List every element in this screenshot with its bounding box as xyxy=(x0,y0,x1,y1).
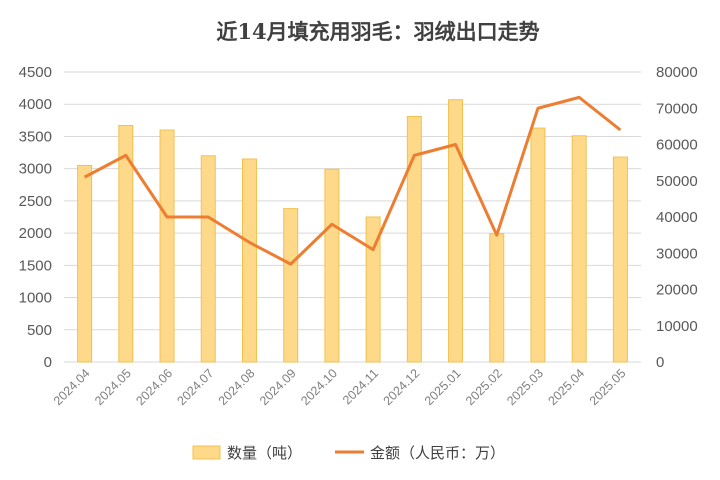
bar xyxy=(571,135,587,363)
bar xyxy=(612,156,628,363)
y-left-tick-label: 500 xyxy=(27,322,52,339)
x-tick-label: 2024.08 xyxy=(216,366,258,408)
x-tick-label: 2024.04 xyxy=(51,366,93,408)
bar xyxy=(406,115,422,363)
y-right-tick-label: 10000 xyxy=(656,318,698,335)
bar xyxy=(283,208,299,363)
legend-label-amount: 金额（人民币：万） xyxy=(370,444,505,462)
x-tick-label: 2025.03 xyxy=(504,366,546,408)
x-tick-label: 2025.04 xyxy=(545,366,587,408)
x-axis: 2024.04 2024.05 2024.06 2024.07 2024.08 2024.… xyxy=(51,366,629,408)
bar xyxy=(530,127,546,363)
bar xyxy=(159,129,175,363)
y-right-tick-label: 30000 xyxy=(656,245,698,262)
y-left-tick-label: 2000 xyxy=(19,225,52,242)
y-left-tick-label: 0 xyxy=(44,354,52,371)
y-right-tick-label: 50000 xyxy=(656,173,698,190)
legend-label-quantity: 数量（吨） xyxy=(227,444,302,462)
y-left-tick-label: 1000 xyxy=(19,290,52,307)
bar xyxy=(324,168,340,363)
y-axis-left: 0 500 1000 1500 2000 2500 3000 3500 4000 4500 xyxy=(19,64,52,371)
bar xyxy=(118,124,134,363)
y-left-tick-label: 2500 xyxy=(19,193,52,210)
x-tick-label: 2025.05 xyxy=(587,366,629,408)
y-left-tick-label: 3000 xyxy=(19,161,52,178)
bar xyxy=(241,158,257,363)
legend: 数量（吨） 金额（人民币：万） xyxy=(192,444,505,462)
y-right-tick-label: 20000 xyxy=(656,282,698,299)
y-left-tick-label: 4500 xyxy=(19,64,52,81)
bar-series xyxy=(77,99,628,363)
bar xyxy=(489,233,505,363)
bar xyxy=(200,155,216,363)
x-tick-label: 2024.11 xyxy=(340,366,381,407)
y-right-tick-label: 0 xyxy=(656,354,664,371)
y-right-tick-label: 80000 xyxy=(656,64,698,81)
gridlines xyxy=(64,71,641,363)
line-series xyxy=(83,95,622,266)
bar xyxy=(448,99,464,363)
bar xyxy=(77,164,93,363)
x-tick-label: 2024.05 xyxy=(92,366,134,408)
y-left-tick-label: 3500 xyxy=(19,128,52,145)
x-tick-label: 2025.01 xyxy=(422,366,464,408)
amount-line xyxy=(83,95,622,266)
chart-title: 近14月填充用羽毛：羽绒出口走势 xyxy=(216,19,539,44)
x-tick-label: 2024.12 xyxy=(381,366,423,408)
bar xyxy=(365,216,381,363)
x-tick-label: 2024.07 xyxy=(175,366,217,408)
y-left-tick-label: 1500 xyxy=(19,257,52,274)
y-left-tick-label: 4000 xyxy=(19,96,52,113)
x-tick-label: 2024.06 xyxy=(133,366,175,408)
legend-bar-swatch xyxy=(192,445,221,460)
y-right-tick-label: 40000 xyxy=(656,209,698,226)
x-tick-label: 2024.09 xyxy=(257,366,299,408)
x-tick-label: 2025.02 xyxy=(463,366,505,408)
y-right-tick-label: 70000 xyxy=(656,100,698,117)
x-tick-label: 2024.10 xyxy=(298,366,340,408)
y-right-tick-label: 60000 xyxy=(656,137,698,154)
y-axis-right: 0 10000 20000 30000 40000 50000 60000 70000 8000… xyxy=(656,64,698,371)
